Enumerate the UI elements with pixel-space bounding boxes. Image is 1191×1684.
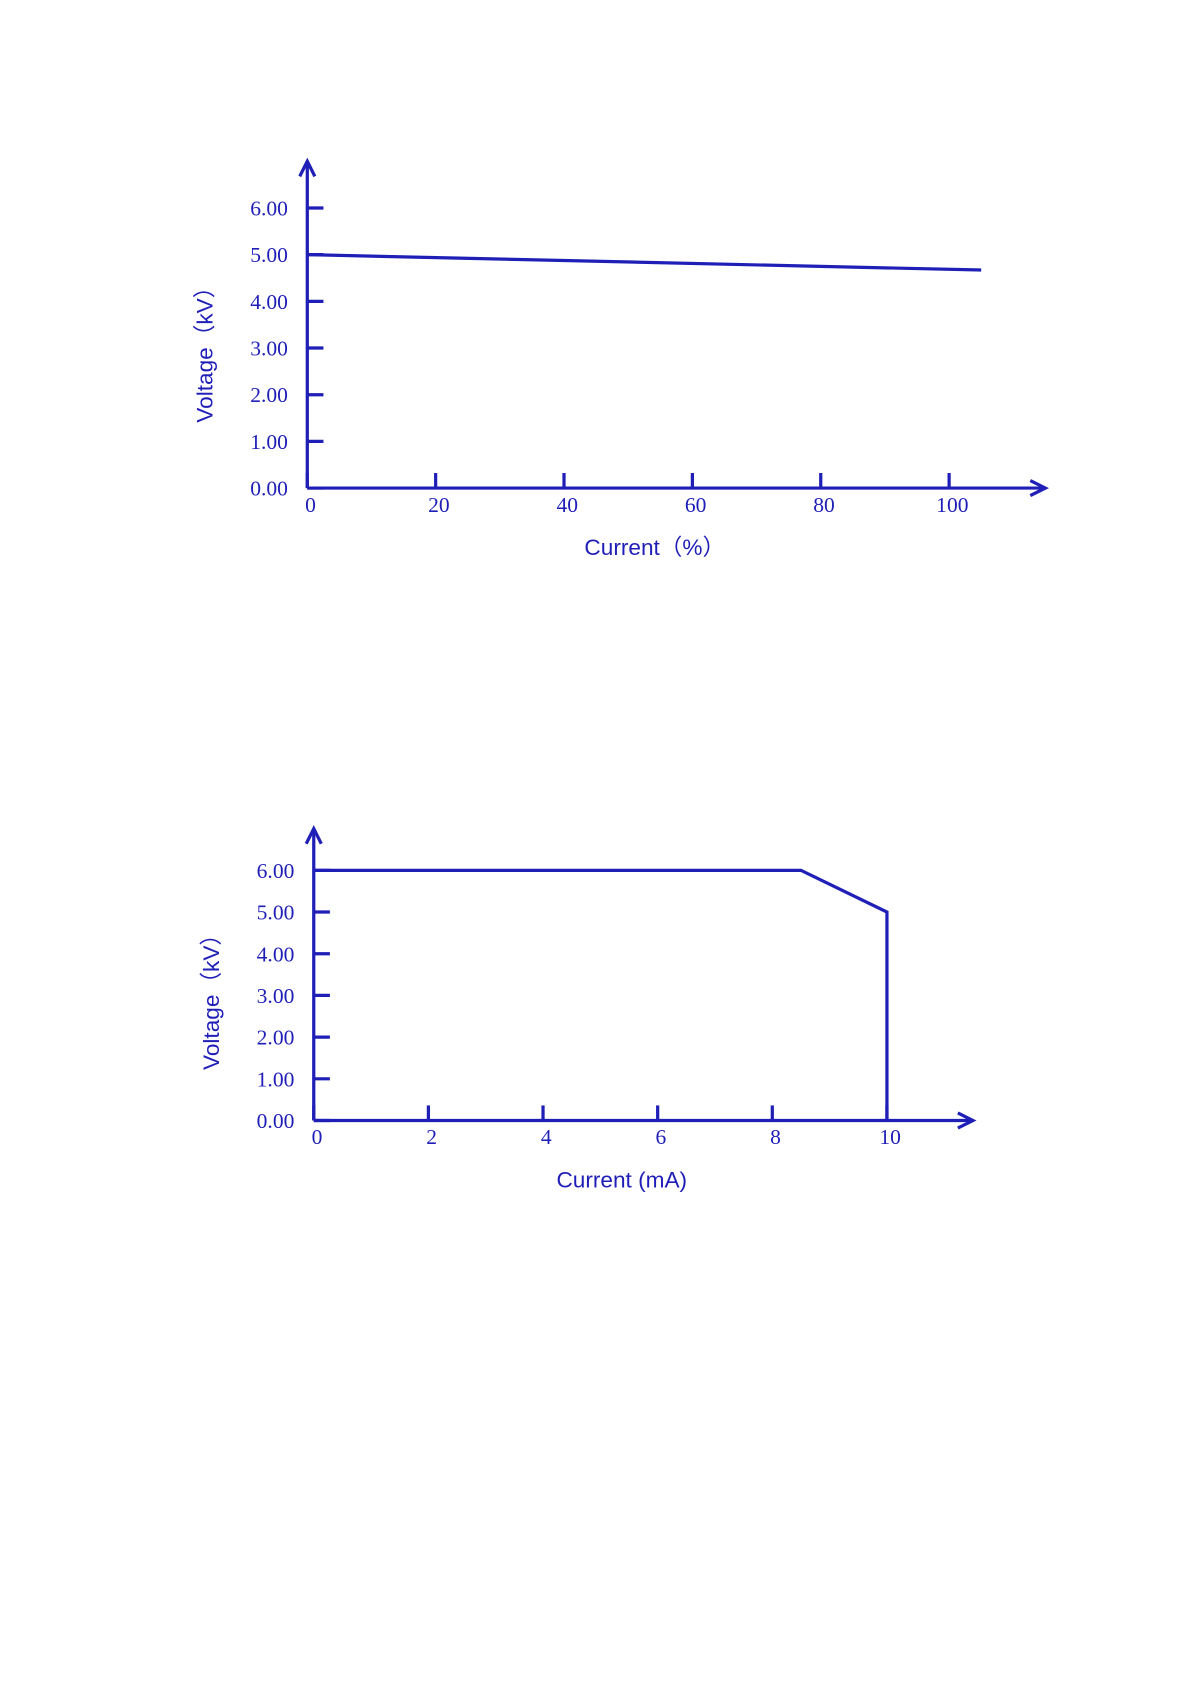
- x-tick-label: 40: [556, 493, 578, 517]
- y-tick-label: 2.00: [250, 383, 288, 407]
- y-tick-label: 1.00: [250, 430, 288, 454]
- data-line: [313, 868, 889, 1121]
- y-tick-label: 6.00: [250, 197, 288, 221]
- x-tick-label: 2: [426, 1125, 437, 1149]
- y-axis-title: Voltage（kV）: [192, 276, 217, 423]
- y-tick-label: 3.00: [250, 337, 288, 361]
- x-arrow: [957, 1111, 977, 1130]
- x-tick-label: 0: [305, 493, 316, 517]
- y-tick-label: 4.00: [257, 942, 295, 966]
- x-tick-label: 0: [312, 1125, 323, 1149]
- y-axis-title: Voltage（kV）: [199, 923, 224, 1070]
- x-axis-title: Current (mA): [556, 1167, 687, 1192]
- x-tick-label: 4: [541, 1125, 552, 1149]
- x-axis-title: Current（%）: [584, 535, 725, 560]
- y-tick-label: 4.00: [250, 290, 288, 314]
- data-line: [307, 253, 982, 272]
- y-tick-label: 5.00: [250, 243, 288, 267]
- y-tick-label: 6.00: [257, 859, 295, 883]
- y-tick-label: 1.00: [257, 1067, 295, 1091]
- x-tick-label: 80: [813, 493, 835, 517]
- x-tick-label: 20: [428, 493, 450, 517]
- y-tick-label: 2.00: [257, 1026, 295, 1050]
- y-tick-label: 3.00: [257, 984, 295, 1008]
- y-tick-label: 5.00: [257, 901, 295, 925]
- y-arrow: [298, 157, 317, 178]
- x-tick-label: 6: [656, 1125, 667, 1149]
- x-tick-label: 10: [879, 1125, 901, 1149]
- x-tick-label: 100: [936, 493, 968, 517]
- x-arrow: [1029, 479, 1049, 498]
- x-tick-label: 8: [770, 1125, 781, 1149]
- y-arrow: [304, 825, 323, 845]
- y-tick-label: 0.00: [257, 1109, 295, 1133]
- x-tick-label: 60: [685, 493, 707, 517]
- y-tick-label: 0.00: [250, 477, 288, 501]
